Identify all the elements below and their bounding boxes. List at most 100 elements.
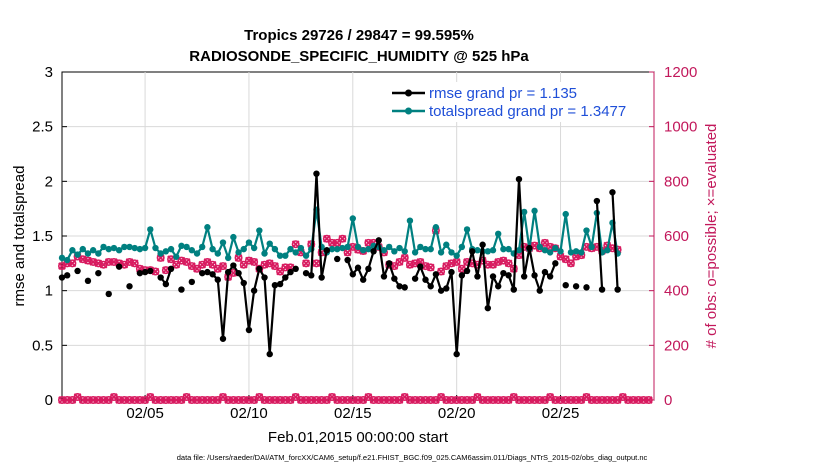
obs-zero-possible-point: [244, 395, 253, 404]
spread-point: [437, 249, 445, 256]
obs-zero-possible-point: [530, 395, 539, 404]
spread-point: [276, 252, 284, 259]
obs-evaluated-point: [234, 254, 243, 262]
obs-zero-possible-point: [598, 395, 607, 404]
obs-zero-possible-point: [603, 395, 612, 404]
rmse-point: [63, 272, 71, 279]
obs-zero-possible-point: [405, 395, 414, 404]
rmse-point: [453, 350, 460, 358]
obs-possible-point: [312, 259, 321, 268]
spread-point: [188, 247, 196, 254]
obs-possible-point: [291, 240, 300, 249]
x-tick-label: 02/10: [230, 405, 268, 422]
rmse-point: [282, 274, 289, 281]
rmse-point: [167, 265, 175, 272]
y-right-tick-label: 400: [664, 283, 689, 300]
obs-evaluated-point: [302, 259, 310, 268]
obs-evaluated-point: [452, 258, 461, 266]
legend: rmse grand pr = 1.135 totalspread grand …: [384, 82, 646, 122]
rmse-point: [323, 247, 331, 254]
spread-point: [328, 245, 336, 253]
rmse-point: [349, 271, 357, 278]
obs-zero-possible-point: [89, 395, 98, 404]
rmse-point: [391, 275, 398, 282]
spread-point: [572, 248, 580, 255]
spread-point: [162, 248, 170, 255]
spread-point: [489, 247, 497, 254]
rmse-point: [432, 271, 440, 278]
rmse-point: [105, 290, 112, 298]
spread-point: [110, 244, 118, 252]
obs-zero-possible-point: [156, 395, 165, 404]
rmse-point: [240, 279, 247, 287]
spread-point: [541, 247, 549, 254]
spread-point: [484, 248, 492, 255]
spread-point: [292, 249, 299, 256]
spread-point: [204, 224, 211, 231]
obs-zero-possible-point: [514, 395, 523, 404]
spread-point: [546, 249, 554, 256]
x-axis-label: Feb.01,2015 00:00:00 start: [268, 429, 449, 446]
spread-point: [349, 215, 357, 222]
rmse-point: [520, 273, 528, 280]
rmse-line-segment: [595, 200, 604, 290]
spread-point: [100, 243, 107, 251]
obs-possible-point: [540, 238, 549, 247]
obs-zero-possible-point: [374, 395, 383, 404]
obs-zero-possible-point: [198, 395, 207, 404]
rmse-point: [469, 248, 476, 255]
spread-point: [219, 239, 227, 246]
rmse-point: [474, 273, 481, 280]
spread-point: [417, 243, 424, 251]
obs-evaluated-point: [229, 269, 238, 277]
obs-evaluated-point: [567, 259, 575, 268]
obs-zero-possible-point: [161, 395, 170, 404]
obs-possible-point: [172, 260, 181, 269]
rmse-point: [505, 272, 512, 279]
spread-point: [339, 244, 346, 252]
obs-zero-possible-point: [608, 395, 617, 404]
y-left-tick-label: 1: [45, 283, 53, 300]
rmse-point: [515, 175, 523, 183]
y-axis-label-left: rmse and totalspread: [11, 166, 28, 307]
legend-spread-label: totalspread grand pr = 1.3477: [429, 103, 626, 120]
obs-zero-possible-point: [566, 395, 575, 404]
spread-point: [178, 242, 185, 250]
obs-possible-point: [395, 257, 404, 266]
spread-point: [173, 253, 180, 260]
obs-zero-possible-point: [348, 395, 357, 404]
obs-evaluated-point: [250, 258, 258, 266]
spread-point: [147, 226, 154, 233]
obs-possible-point: [276, 267, 285, 276]
obs-zero-possible-point: [442, 395, 451, 404]
obs-evaluated-point: [426, 263, 435, 272]
spread-point: [84, 250, 92, 257]
spread-point: [505, 245, 512, 253]
rmse-point: [204, 268, 211, 276]
spread-point: [287, 245, 294, 253]
obs-zero-possible-point: [302, 395, 311, 404]
obs-zero-possible-point: [572, 395, 581, 404]
y-axis-label-right: # of obs: o=possible; ×=evaluated: [703, 124, 720, 349]
legend-rmse-label: rmse grand pr = 1.135: [429, 85, 577, 102]
spread-point: [567, 249, 575, 256]
x-tick-label: 02/25: [542, 405, 580, 422]
obs-evaluated-point: [151, 267, 160, 276]
rmse-point: [401, 284, 408, 291]
rmse-point: [344, 256, 351, 264]
obs-zero-possible-point: [483, 395, 492, 404]
obs-zero-possible-point: [333, 395, 342, 404]
obs-zero-possible-point: [353, 395, 362, 404]
spread-point: [74, 251, 81, 258]
obs-possible-point: [68, 259, 77, 268]
obs-zero-possible-point: [208, 395, 217, 404]
spread-point: [578, 249, 585, 256]
rmse-point: [302, 269, 310, 277]
obs-zero-possible-point: [634, 395, 643, 404]
spread-point: [458, 243, 466, 251]
obs-zero-possible-point: [78, 395, 87, 404]
obs-zero-possible-point: [270, 395, 279, 404]
rmse-point: [188, 278, 196, 286]
spread-point: [193, 250, 201, 257]
